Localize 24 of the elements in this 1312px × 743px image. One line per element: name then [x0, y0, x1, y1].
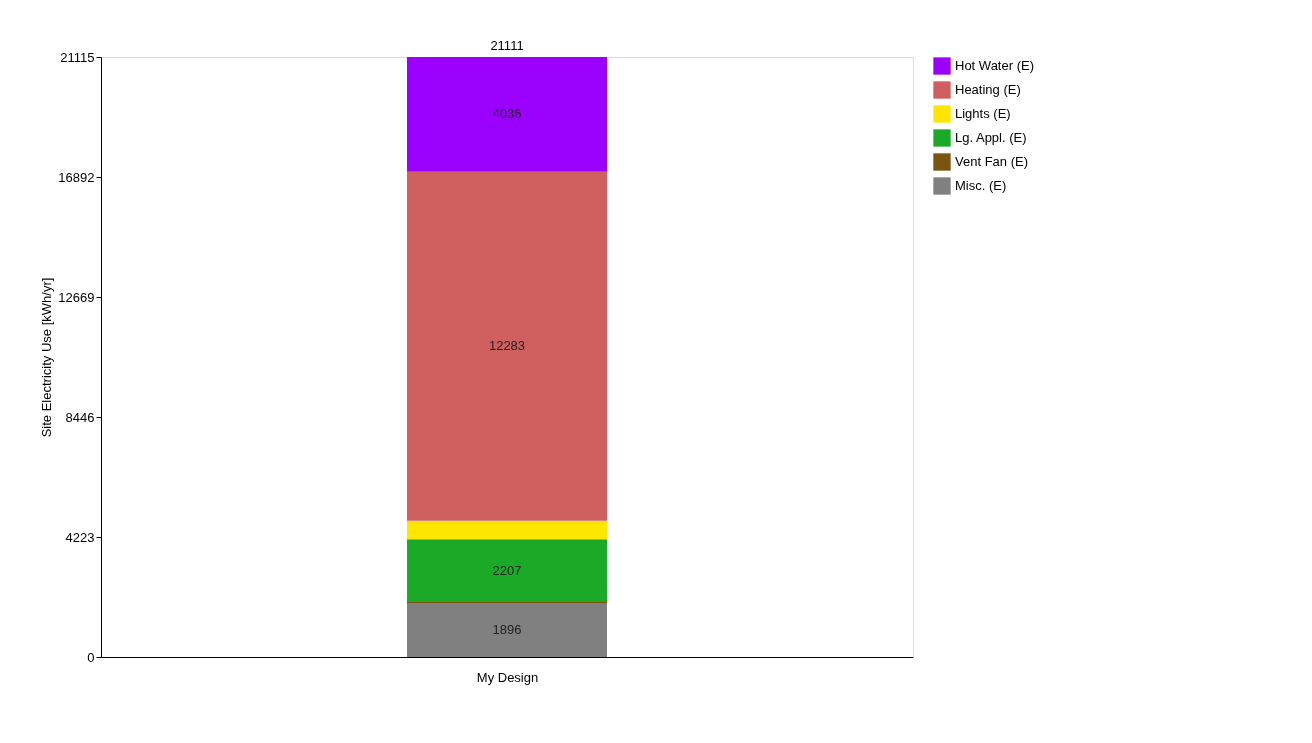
- legend-label: Heating (E): [955, 82, 1021, 97]
- data-label: 1896: [492, 622, 522, 638]
- y-tick-label: 21115: [60, 49, 95, 65]
- legend-label: Vent Fan (E): [955, 154, 1028, 169]
- legend-label: Lights (E): [955, 106, 1011, 121]
- legend-label: Lg. Appl. (E): [955, 130, 1027, 145]
- y-tick-label: 16892: [58, 169, 95, 185]
- data-label: 4036: [492, 106, 522, 122]
- bar: [407, 539, 607, 602]
- bar: [407, 57, 607, 172]
- y-tick-label: 8446: [65, 409, 95, 425]
- bar: [407, 520, 607, 540]
- total-label: 21111: [490, 38, 524, 54]
- y-tick-label: 4223: [65, 529, 95, 545]
- legend-label: Hot Water (E): [955, 58, 1034, 73]
- x-tick-label: My Design: [476, 669, 539, 685]
- bar: [407, 171, 607, 521]
- bar: [407, 603, 607, 657]
- data-label: 12283: [488, 338, 526, 354]
- legend-label: Misc. (E): [955, 178, 1007, 193]
- y-axis-title: Site Electricity Use [kWh/yr]: [39, 277, 55, 438]
- data-label: 2207: [492, 562, 522, 578]
- y-tick-label: 12669: [58, 289, 95, 305]
- y-tick-label: 0: [87, 649, 95, 665]
